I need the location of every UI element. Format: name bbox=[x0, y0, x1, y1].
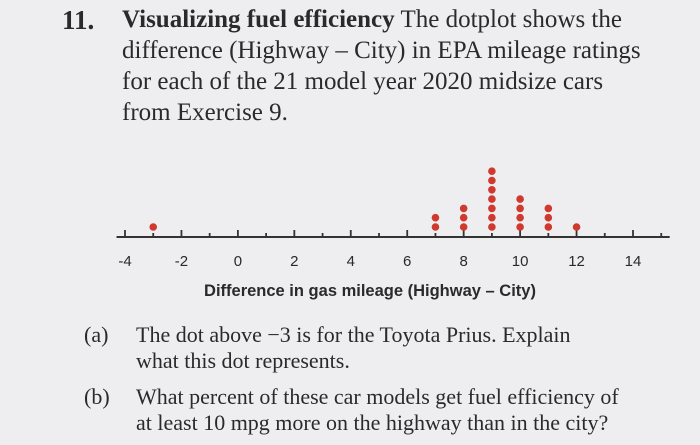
problem-line-2: difference (Highway – City) in EPA milea… bbox=[122, 37, 641, 64]
problem-line-1: Visualizing fuel efficiency The dotplot … bbox=[122, 4, 682, 35]
data-dot bbox=[544, 204, 553, 213]
question-b-line-1: What percent of these car models get fue… bbox=[136, 384, 619, 409]
x-axis-tick-label: -4 bbox=[118, 253, 131, 270]
data-dot bbox=[488, 223, 496, 231]
data-dot bbox=[459, 204, 468, 213]
problem-line-3: for each of the 21 model year 2020 midsi… bbox=[122, 68, 604, 95]
data-dot bbox=[488, 167, 496, 175]
data-dot bbox=[488, 213, 496, 222]
x-axis-tick-label: 6 bbox=[403, 253, 411, 270]
data-dot bbox=[516, 195, 524, 203]
problem-title: Visualizing fuel efficiency bbox=[122, 6, 395, 33]
question-a-label: (a) bbox=[84, 322, 109, 347]
x-axis-tick-label: 8 bbox=[459, 253, 467, 270]
x-axis-title: Difference in gas mileage (Highway – Cit… bbox=[204, 282, 536, 300]
data-dot bbox=[488, 195, 496, 203]
data-dot bbox=[544, 223, 553, 231]
data-dot bbox=[516, 213, 524, 222]
x-axis-tick-label: -2 bbox=[175, 253, 188, 270]
question-a: (a) The dot above −3 is for the Toyota P… bbox=[84, 322, 684, 374]
question-a-line-1: The dot above −3 is for the Toyota Prius… bbox=[136, 322, 571, 347]
problem-line-4: from Exercise 9. bbox=[122, 99, 288, 126]
x-axis-tick-label: 2 bbox=[290, 253, 298, 270]
data-dot bbox=[516, 223, 524, 231]
x-axis-tick-label: 14 bbox=[625, 253, 642, 270]
data-dot bbox=[572, 223, 581, 231]
data-dot bbox=[431, 213, 440, 222]
question-b-line-2: at least 10 mpg more on the highway than… bbox=[136, 410, 609, 435]
question-a-line-2: what this dot represents. bbox=[136, 348, 350, 373]
x-axis-tick-label: 4 bbox=[347, 253, 355, 270]
question-b-label: (b) bbox=[84, 384, 110, 409]
data-dot bbox=[488, 186, 496, 194]
x-axis-tick-label: 12 bbox=[568, 253, 585, 270]
data-dot bbox=[459, 223, 468, 231]
data-dot bbox=[149, 223, 158, 231]
data-dot bbox=[516, 204, 524, 213]
problem-line-1-text: The dotplot shows the bbox=[394, 6, 622, 33]
question-b-text: What percent of these car models get fue… bbox=[136, 384, 676, 436]
problem-number: 11. bbox=[62, 5, 95, 35]
data-dot bbox=[488, 204, 496, 213]
data-dot bbox=[488, 176, 496, 185]
question-a-text: The dot above −3 is for the Toyota Prius… bbox=[136, 322, 676, 374]
data-dot bbox=[459, 213, 468, 222]
data-dot bbox=[544, 213, 553, 222]
x-axis-tick-label: 10 bbox=[512, 253, 529, 270]
x-axis-tick-label: 0 bbox=[234, 253, 242, 270]
data-dot bbox=[431, 223, 440, 231]
question-b: (b) What percent of these car models get… bbox=[84, 384, 684, 436]
problem-statement: Visualizing fuel efficiency The dotplot … bbox=[122, 4, 682, 128]
